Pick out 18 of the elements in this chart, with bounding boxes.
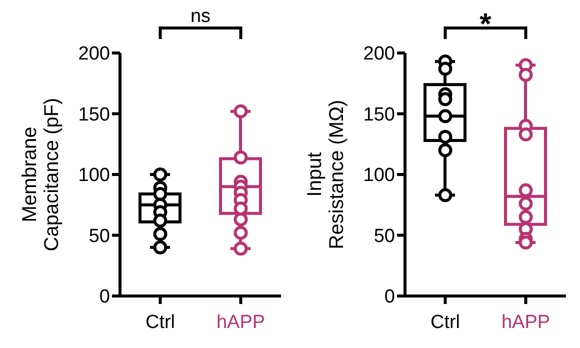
x-tick-label: hAPP: [501, 312, 550, 333]
y-tick-label: 100: [363, 165, 395, 186]
y-axis-title: Input Resistance (MΩ): [304, 100, 348, 250]
x-tick-label: Ctrl: [430, 312, 460, 333]
x-tick-label: hAPP: [216, 312, 266, 333]
x-tick-label: Ctrl: [145, 312, 176, 333]
y-tick-label: 0: [384, 286, 395, 308]
y-axis-title: Membrane Capacitance (pF): [19, 98, 63, 252]
y-tick-label: 150: [363, 104, 395, 126]
text: ns: [190, 6, 211, 27]
y-tick-label: 150: [78, 104, 110, 126]
y-tick-label: 50: [374, 226, 395, 247]
y-tick-label: 100: [78, 165, 110, 186]
y-tick-label: 50: [88, 226, 110, 247]
y-tick-label: 200: [78, 44, 110, 65]
y-tick-label: 0: [99, 286, 110, 308]
y-tick-label: 200: [363, 44, 395, 65]
text: *: [480, 8, 492, 41]
